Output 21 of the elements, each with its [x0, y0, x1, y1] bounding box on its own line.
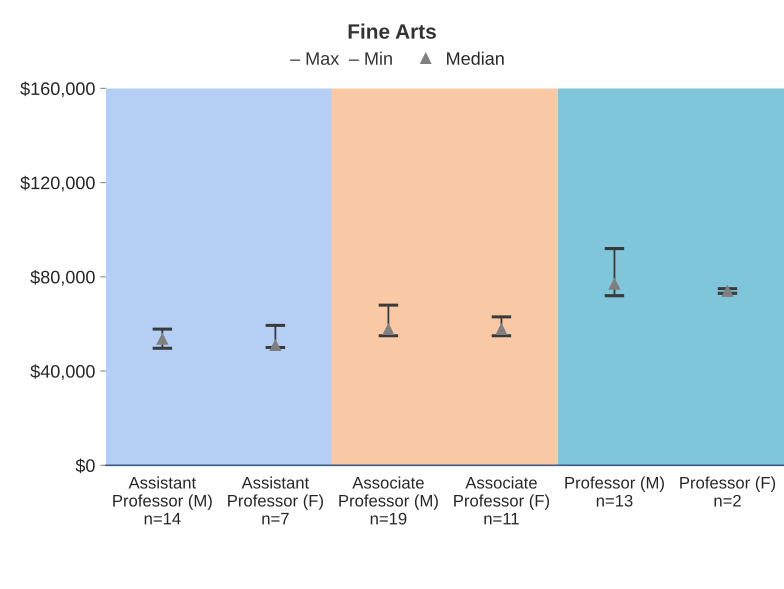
point [496, 323, 508, 336]
text: ‒ Min [348, 52, 392, 65]
x-tick-label: Associate Professor (M) n=19 [339, 476, 438, 525]
text: ‒ Max [290, 52, 340, 65]
y-tick-label: $40,000 [30, 364, 95, 380]
y-tick-label: $120,000 [20, 176, 95, 192]
y-tick-label: $80,000 [30, 270, 95, 286]
point [156, 332, 168, 345]
x-tick-label: Professor (M) n=13 [565, 476, 664, 507]
x-tick-label: Assistant Professor (M) n=14 [113, 476, 212, 524]
point [269, 339, 282, 352]
y-tick-label: $160,000 [20, 82, 95, 98]
point [382, 323, 394, 336]
legend-label: Median [447, 52, 504, 65]
point [722, 285, 734, 297]
x-tick-label: Assistant Professor (F) n=7 [228, 476, 323, 524]
point [608, 278, 620, 290]
x-tick-label: Associate Professor (F) n=11 [454, 476, 550, 524]
x-tick-label: Professor (F) n=2 [680, 476, 776, 506]
chart-title: Fine Arts [348, 24, 436, 39]
y-tick-label: $0 [76, 458, 95, 474]
